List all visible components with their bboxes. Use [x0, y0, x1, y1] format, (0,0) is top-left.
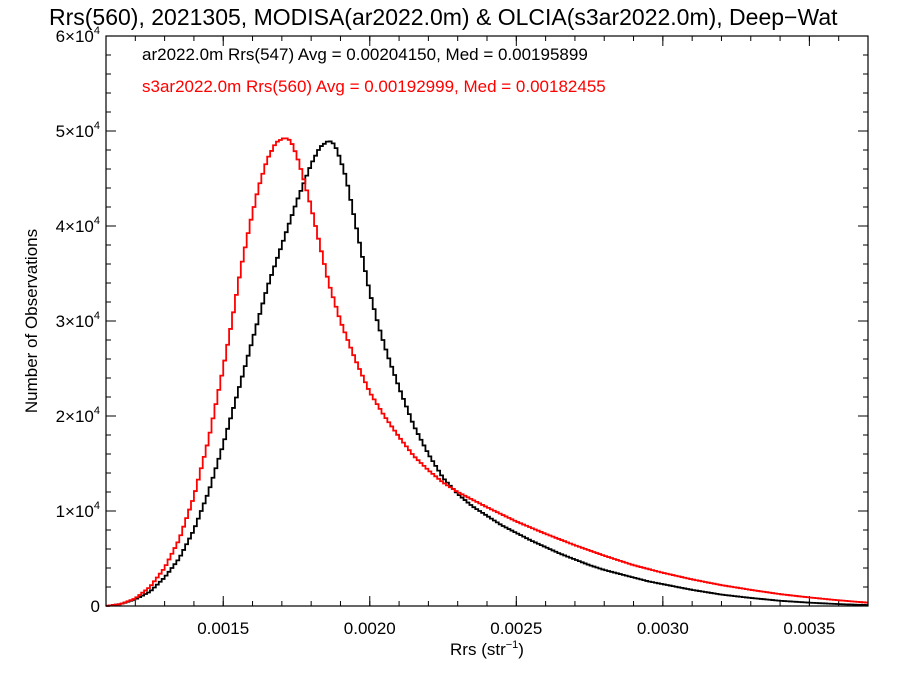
legend-entry-1: ar2022.0m Rrs(547) Avg = 0.00204150, Med… [142, 45, 588, 64]
y-tick-label-base: 4×10 [56, 217, 94, 236]
plot-frame [105, 35, 869, 607]
y-tick-label: 4×104 [56, 215, 100, 236]
y-tick-label-exponent: 4 [94, 120, 100, 132]
y-tick-label: 5×104 [56, 120, 100, 141]
y-tick-label: 1×104 [56, 500, 100, 521]
y-tick-label: 6×104 [56, 25, 100, 46]
x-axis-label-main: Rrs (str [450, 640, 506, 659]
series-layer [106, 137, 868, 607]
x-axis-tick-labels: 0.0015 0.0020 0.0025 0.0030 0.0035 [197, 619, 835, 638]
y-tick-label: 3×104 [56, 310, 100, 331]
chart-title: Rrs(560), 2021305, MODISA(ar2022.0m) & O… [49, 4, 838, 30]
y-tick-label-base: 1×10 [56, 502, 94, 521]
x-tick-label: 0.0035 [783, 619, 835, 638]
y-tick-label-base: 0 [91, 597, 100, 616]
x-tick-label: 0.0030 [637, 619, 689, 638]
series-line-2 [106, 137, 868, 607]
x-tick-label: 0.0020 [344, 619, 396, 638]
x-axis-label-superscript: −1 [506, 639, 519, 651]
y-tick-label-exponent: 4 [94, 405, 100, 417]
x-axis-label: Rrs (str−1) [450, 639, 524, 659]
y-tick-label-exponent: 4 [94, 500, 100, 512]
y-tick-label: 0 [91, 597, 100, 616]
y-tick-label-exponent: 4 [94, 310, 100, 322]
y-tick-label-exponent: 4 [94, 215, 100, 227]
series-line-1 [106, 140, 868, 607]
x-tick-label: 0.0015 [197, 619, 249, 638]
y-tick-label-base: 2×10 [56, 407, 94, 426]
x-tick-label: 0.0025 [490, 619, 542, 638]
y-axis-label: Number of Observations [22, 229, 41, 413]
y-tick-label-base: 6×10 [56, 27, 94, 46]
y-tick-label-base: 5×10 [56, 122, 94, 141]
y-tick-label: 2×104 [56, 405, 100, 426]
axis-ticks [105, 35, 869, 607]
x-axis-label-close: ) [518, 640, 524, 659]
y-tick-label-exponent: 4 [94, 25, 100, 37]
legend-entry-2: s3ar2022.0m Rrs(560) Avg = 0.00192999, M… [142, 77, 606, 96]
y-tick-label-base: 3×10 [56, 312, 94, 331]
